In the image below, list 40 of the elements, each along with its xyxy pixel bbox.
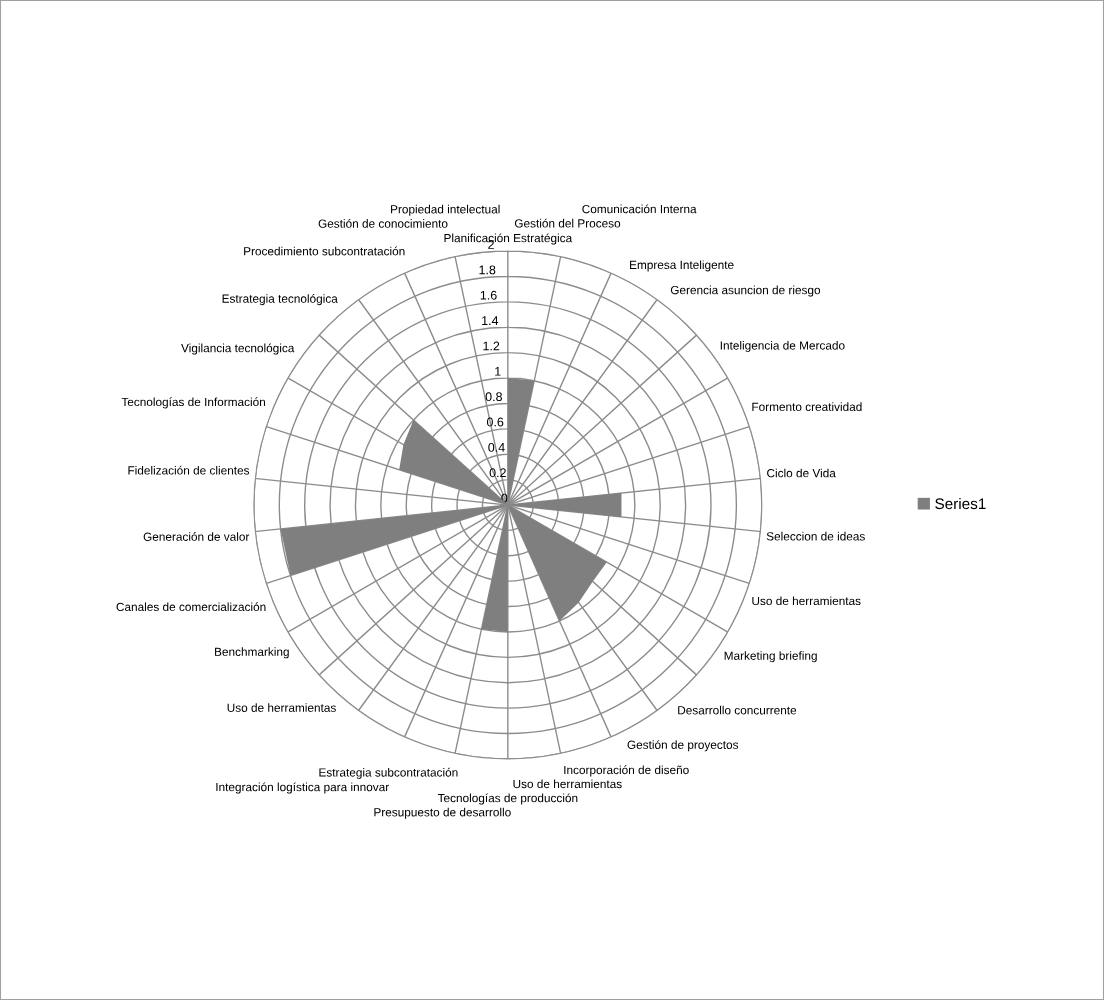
y-tick-label: 1.4 — [482, 316, 499, 325]
spoke-label: Gerencia asuncion de riesgo — [670, 285, 821, 297]
legend-label: Series1 — [935, 497, 986, 510]
spoke-label: Gestión del Proceso — [514, 218, 621, 228]
spoke-label: Uso de herramientas — [513, 779, 622, 789]
spoke-label: Uso de herramientas — [227, 703, 336, 712]
y-tick-label: 1 — [495, 367, 501, 376]
spoke-label: Formento creatividad — [752, 402, 862, 412]
spoke-label: Procedimiento subcontratación — [244, 246, 405, 256]
spoke-label: Integración logística para innovar — [216, 782, 389, 794]
spoke-label: Presupuesto de desarrollo — [374, 807, 511, 819]
spoke-label: Comunicación Interna — [582, 204, 697, 214]
y-tick-label: 0.6 — [486, 417, 504, 427]
spoke-label: Gestión de proyectos — [627, 740, 739, 752]
spoke-label: Generación de valor — [143, 532, 250, 541]
y-tick-label: 1.8 — [479, 265, 496, 275]
spoke-label: Seleccion de ideas — [766, 531, 865, 541]
spoke-label: Fidelización de clientes — [128, 465, 250, 475]
spoke-label: Inteligencia de Mercado — [720, 340, 845, 352]
y-tick-label: 0.8 — [485, 392, 502, 402]
spoke-label: Tecnologías de Información — [121, 397, 265, 409]
spoke-label: Empresa Inteligente — [630, 260, 734, 272]
spoke-label: Marketing briefing — [724, 651, 817, 663]
y-tick-label: 0.2 — [489, 468, 506, 478]
spoke-label: Uso de herramientas — [752, 596, 861, 606]
spoke-label: Gestión de conocimiento — [318, 218, 448, 228]
y-tick-label: 0.4 — [488, 442, 505, 452]
spoke-label: Estrategia tecnológica — [222, 294, 338, 306]
spoke-label: Vigilancia tecnológica — [181, 343, 295, 355]
spoke-label: Benchmarking — [215, 647, 289, 659]
spoke-label: Estrategia subcontratación — [319, 767, 458, 779]
y-tick-label: 1.6 — [480, 290, 497, 300]
spoke-label: Desarrollo concurrente — [678, 705, 797, 715]
spoke-label: Incorporación de diseño — [564, 765, 689, 777]
y-tick-label: 1.2 — [483, 341, 500, 351]
spoke-label: Canales de comercialización — [116, 602, 266, 612]
spoke-label: Ciclo de Vida — [767, 468, 836, 478]
spoke-label: Tecnologías de producción — [437, 793, 578, 805]
spoke-label: Propiedad intelectual — [391, 204, 500, 216]
y-tick-label: 0 — [501, 493, 508, 503]
